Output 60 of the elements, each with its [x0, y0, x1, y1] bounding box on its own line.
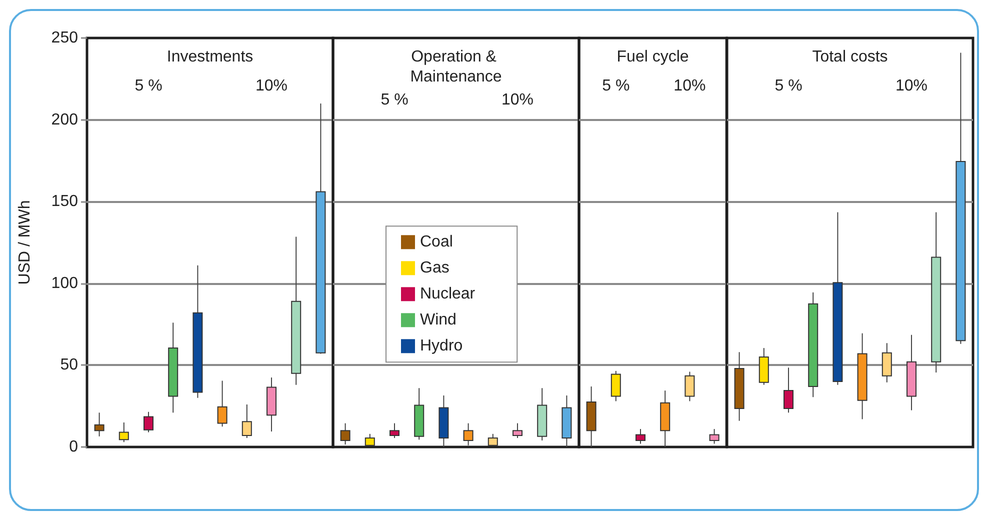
y-tick-label: 100	[51, 274, 78, 292]
text: Total costs	[812, 48, 888, 66]
bar	[291, 300, 302, 374]
bar	[488, 438, 498, 446]
bar	[930, 256, 941, 362]
y-tick-label: 250	[51, 30, 78, 46]
bar	[734, 368, 744, 410]
bar	[636, 434, 646, 441]
bar	[217, 406, 228, 424]
bar	[364, 438, 375, 446]
bar	[192, 312, 203, 393]
bar	[242, 421, 252, 436]
y-tick-label: 200	[51, 111, 78, 128]
bar	[168, 348, 178, 397]
text: Operation & Maintenance	[410, 48, 502, 86]
x-tick-label: 5 %	[134, 78, 162, 94]
bar	[340, 430, 350, 441]
bar	[660, 402, 670, 432]
legend-label: Coal	[420, 234, 453, 251]
bar	[610, 374, 621, 397]
legend-label: Wind	[420, 312, 456, 329]
x-tick-label: 5 %	[380, 92, 408, 108]
bar	[955, 161, 966, 342]
bar	[709, 434, 720, 441]
bar	[144, 416, 154, 430]
bar	[414, 404, 424, 437]
bar	[856, 353, 867, 401]
bar	[586, 402, 596, 432]
bar	[512, 430, 522, 436]
x-tick-label: 5 %	[602, 78, 630, 94]
bar	[537, 404, 548, 437]
x-tick-label: 10%	[674, 78, 706, 94]
bar	[758, 356, 768, 383]
x-tick-label: 5 %	[774, 78, 802, 94]
legend-label: Gas	[420, 260, 450, 277]
legend-label: Hydro	[420, 338, 463, 355]
bar	[316, 191, 326, 354]
bar	[684, 375, 695, 397]
text: Investments	[166, 48, 254, 66]
bar	[906, 361, 916, 397]
y-tick-label: 50	[60, 356, 78, 374]
bar	[808, 303, 818, 387]
y-tick-label: 0	[69, 438, 78, 456]
text: Fuel cycle	[616, 48, 689, 66]
y-tick-label: 150	[51, 193, 78, 210]
bar	[783, 390, 794, 410]
x-tick-label: 10%	[501, 92, 534, 108]
bar	[266, 386, 276, 416]
bar	[94, 424, 104, 432]
bar	[390, 430, 400, 436]
bar	[562, 407, 572, 438]
x-tick-label: 10%	[255, 78, 288, 94]
y-axis-title: USD / MWh	[16, 200, 34, 285]
legend-label: Nuclear	[420, 286, 476, 303]
bar	[438, 407, 449, 438]
bar	[832, 282, 842, 382]
bar	[118, 432, 129, 440]
bar	[463, 430, 474, 441]
x-tick-label: 10%	[895, 78, 928, 94]
bar	[881, 352, 892, 376]
